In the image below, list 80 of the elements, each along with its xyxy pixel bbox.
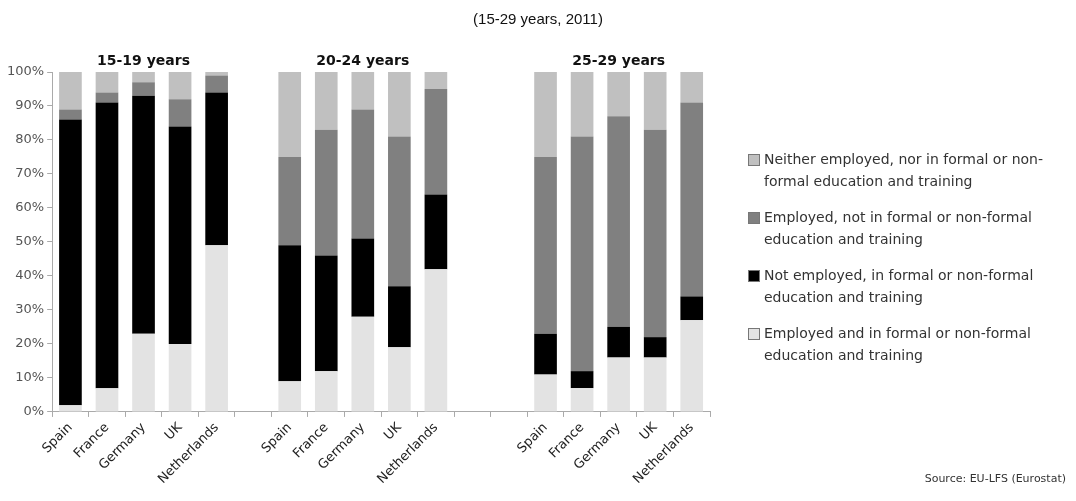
y-tick-label: 10% [15,369,45,385]
bar [205,245,228,412]
bar [570,136,594,372]
bar [205,92,228,246]
bar [314,129,338,256]
bar [314,371,338,412]
y-tick-label: 0% [23,403,45,419]
bar [643,129,667,338]
bar [570,388,594,412]
text: 15-19 years [97,51,191,68]
bar [570,371,594,389]
legend-label: Not employed, in formal or non-formal education and training [764,266,1035,307]
bar [95,102,119,389]
y-tick-label: 50% [15,233,45,249]
bar [680,296,704,321]
bar [570,72,594,137]
y-tick-label: 30% [15,301,45,317]
text: 25-29 years [572,51,666,68]
bar [351,316,375,412]
y-tick-label: 40% [15,267,45,283]
legend-label: Employed, not in formal or non-formal education and training [764,208,1033,249]
bar [388,347,411,412]
bar [314,255,338,372]
bar [278,156,302,246]
y-tick-label: 100% [6,63,45,79]
bar [351,238,375,317]
bar [351,72,375,110]
y-tick-label: 80% [15,131,45,147]
bar [59,405,82,412]
bar [607,116,630,327]
bar [95,388,119,412]
chart-title: (15-29 years, 2011) [472,10,604,27]
bar [607,357,630,412]
bar [132,95,155,334]
bar [59,109,82,120]
bar [534,72,557,157]
bar [534,374,557,412]
bar [351,109,375,239]
bar [314,72,338,130]
bar [424,194,448,270]
y-tick-label: 20% [15,335,45,351]
legend-label: Neither employed, nor in formal or non-formal education and training [764,150,1044,191]
bar [278,245,302,382]
text: 20-24 years [316,51,410,68]
bar [424,269,448,412]
bar [168,99,192,127]
bar [424,72,448,89]
bar [534,156,557,334]
y-tick-label: 60% [15,199,45,215]
bar [534,333,557,375]
bar [388,136,411,287]
bar [424,89,448,195]
source-note: Source: EU-LFS (Eurostat) [924,472,1066,485]
y-tick-label: 90% [15,97,45,113]
bar [680,320,704,412]
bar [168,72,192,100]
bar [278,381,302,412]
y-tick-label: 70% [15,165,45,181]
bar [132,333,155,412]
bar [680,102,704,297]
bar [95,72,119,93]
bar [388,72,411,137]
legend-label: Employed and in formal or non-formal education and training [764,324,1032,365]
bar [132,72,155,83]
bar [59,119,82,406]
bar [607,72,630,117]
bar [132,82,155,96]
bar [168,343,192,412]
bar [643,337,667,358]
bar [278,72,302,157]
bar [643,357,667,412]
bar [59,72,82,110]
bar [388,286,411,348]
bar [643,72,667,130]
bar [205,72,228,76]
bar [680,72,704,103]
bar [205,75,228,93]
bar [607,326,630,358]
bar [168,126,192,344]
bar [95,92,119,103]
